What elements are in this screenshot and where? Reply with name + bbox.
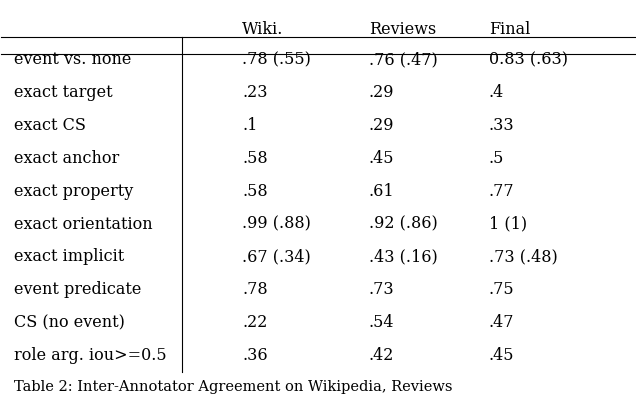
Text: .47: .47: [489, 314, 515, 331]
Text: .5: .5: [489, 150, 504, 167]
Text: .73 (.48): .73 (.48): [489, 248, 558, 265]
Text: 1 (1): 1 (1): [489, 216, 527, 233]
Text: .45: .45: [489, 347, 515, 364]
Text: .92 (.86): .92 (.86): [369, 216, 438, 233]
Text: .73: .73: [369, 281, 394, 299]
Text: .33: .33: [489, 117, 515, 134]
Text: .1: .1: [242, 117, 258, 134]
Text: .78: .78: [242, 281, 268, 299]
Text: .22: .22: [242, 314, 267, 331]
Text: .67 (.34): .67 (.34): [242, 248, 311, 265]
Text: exact orientation: exact orientation: [14, 216, 153, 233]
Text: Reviews: Reviews: [369, 21, 436, 38]
Text: role arg. iou>=0.5: role arg. iou>=0.5: [14, 347, 167, 364]
Text: .58: .58: [242, 150, 268, 167]
Text: .54: .54: [369, 314, 394, 331]
Text: .76 (.47): .76 (.47): [369, 51, 438, 68]
Text: .45: .45: [369, 150, 394, 167]
Text: .78 (.55): .78 (.55): [242, 51, 311, 68]
Text: .58: .58: [242, 183, 268, 200]
Text: .4: .4: [489, 84, 504, 101]
Text: exact target: exact target: [14, 84, 113, 101]
Text: event vs. none: event vs. none: [14, 51, 132, 68]
Text: 0.83 (.63): 0.83 (.63): [489, 51, 568, 68]
Text: .29: .29: [369, 117, 394, 134]
Text: .42: .42: [369, 347, 394, 364]
Text: exact property: exact property: [14, 183, 134, 200]
Text: .43 (.16): .43 (.16): [369, 248, 438, 265]
Text: .23: .23: [242, 84, 268, 101]
Text: CS (no event): CS (no event): [14, 314, 125, 331]
Text: Wiki.: Wiki.: [242, 21, 284, 38]
Text: .36: .36: [242, 347, 268, 364]
Text: exact CS: exact CS: [14, 117, 86, 134]
Text: Table 2: Inter-Annotator Agreement on Wikipedia, Reviews: Table 2: Inter-Annotator Agreement on Wi…: [14, 380, 453, 393]
Text: exact anchor: exact anchor: [14, 150, 120, 167]
Text: exact implicit: exact implicit: [14, 248, 124, 265]
Text: .75: .75: [489, 281, 515, 299]
Text: event predicate: event predicate: [14, 281, 141, 299]
Text: Final: Final: [489, 21, 530, 38]
Text: .29: .29: [369, 84, 394, 101]
Text: .77: .77: [489, 183, 515, 200]
Text: .61: .61: [369, 183, 394, 200]
Text: .99 (.88): .99 (.88): [242, 216, 311, 233]
